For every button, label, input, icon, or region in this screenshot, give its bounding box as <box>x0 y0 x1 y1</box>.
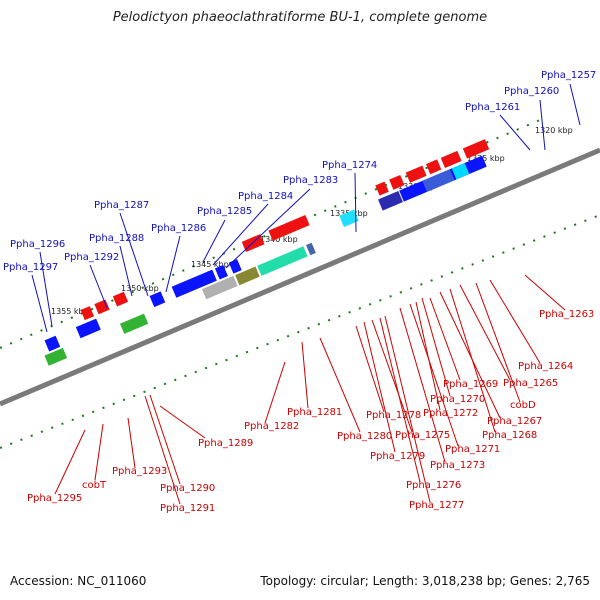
gene-feature[interactable] <box>80 306 95 321</box>
scale-label: 1325 kbp <box>467 154 505 163</box>
gene-feature[interactable] <box>94 299 110 315</box>
gene-feature[interactable] <box>149 291 166 308</box>
gene-label[interactable]: Ppha_1289 <box>198 438 253 449</box>
gene-label[interactable]: Ppha_1295 <box>27 493 82 504</box>
gene-label[interactable]: Ppha_1264 <box>518 361 573 372</box>
gene-feature[interactable] <box>44 335 61 352</box>
gene-label[interactable]: Ppha_1290 <box>160 483 215 494</box>
gene-label[interactable]: Ppha_1272 <box>423 408 478 419</box>
gene-label[interactable]: Ppha_1291 <box>160 503 215 514</box>
gene-label[interactable]: Ppha_1275 <box>395 430 450 441</box>
gene-label[interactable]: Ppha_1283 <box>283 175 338 186</box>
gene-label[interactable]: Ppha_1285 <box>197 206 252 217</box>
gene-label[interactable]: Ppha_1280 <box>337 431 392 442</box>
gene-label[interactable]: Ppha_1271 <box>445 444 500 455</box>
gene-feature[interactable] <box>405 165 427 183</box>
gene-feature[interactable] <box>389 174 405 190</box>
gene-label[interactable]: Ppha_1274 <box>322 160 377 171</box>
reverse-genes-track <box>44 139 490 366</box>
gene-feature[interactable] <box>44 347 68 366</box>
gene-label[interactable]: Ppha_1276 <box>406 480 461 491</box>
gene-label[interactable]: Ppha_1267 <box>487 416 542 427</box>
gene-feature[interactable] <box>451 162 470 180</box>
gene-feature[interactable] <box>268 215 310 241</box>
leader-lines <box>31 83 581 505</box>
gene-label[interactable]: Ppha_1296 <box>10 239 65 250</box>
gene-feature[interactable] <box>201 275 238 300</box>
gene-feature[interactable] <box>378 190 403 211</box>
gene-feature[interactable] <box>214 264 228 280</box>
gene-label[interactable]: Ppha_1261 <box>465 102 520 113</box>
gene-label[interactable]: Ppha_1277 <box>409 500 464 511</box>
gene-feature[interactable] <box>235 266 260 286</box>
gene-label[interactable]: Ppha_1287 <box>94 200 149 211</box>
gene-feature[interactable] <box>422 169 455 192</box>
gene-label[interactable]: Ppha_1279 <box>370 451 425 462</box>
scale-label: 1355 kbp <box>51 307 89 316</box>
gene-feature[interactable] <box>462 139 490 159</box>
gene-label[interactable]: Ppha_1273 <box>430 460 485 471</box>
genome-stats-text: Topology: circular; Length: 3,018,238 bp… <box>260 574 590 588</box>
scale-label: 1350 kbp <box>121 284 159 293</box>
gene-feature[interactable] <box>75 318 101 339</box>
map-title: Pelodictyon phaeoclathratiforme BU-1, co… <box>112 10 488 25</box>
bottom-gene-labels: Ppha_1263 Ppha_1264 Ppha_1265 cobD Ppha_… <box>27 309 594 514</box>
gene-feature[interactable] <box>112 291 129 307</box>
gene-label[interactable]: Ppha_1281 <box>287 407 342 418</box>
scale-label: 1320 kbp <box>535 126 573 135</box>
gene-feature[interactable] <box>440 150 462 168</box>
genome-backbone <box>0 147 600 407</box>
gene-label[interactable]: Ppha_1269 <box>443 379 498 390</box>
accession-text: Accession: NC_011060 <box>10 574 147 588</box>
scale-label: 1345 kbp <box>191 260 229 269</box>
gene-label[interactable]: Ppha_1260 <box>504 86 559 97</box>
gene-label[interactable]: Ppha_1293 <box>112 466 167 477</box>
gene-feature[interactable] <box>425 159 442 175</box>
gene-feature[interactable] <box>257 246 308 276</box>
forward-genes-track <box>44 155 487 352</box>
gene-label[interactable]: Ppha_1263 <box>539 309 594 320</box>
gene-label[interactable]: Ppha_1297 <box>3 262 58 273</box>
gene-label[interactable]: Ppha_1282 <box>244 421 299 432</box>
gene-label[interactable]: Ppha_1292 <box>64 252 119 263</box>
gene-label[interactable]: cobD <box>510 400 536 411</box>
gene-feature[interactable] <box>171 269 217 298</box>
gene-label[interactable]: Ppha_1265 <box>503 378 558 389</box>
gene-label[interactable]: Ppha_1257 <box>541 70 596 81</box>
gene-feature[interactable] <box>375 181 389 196</box>
gene-feature[interactable] <box>339 209 359 227</box>
gene-label[interactable]: Ppha_1278 <box>366 410 421 421</box>
top-gene-labels: Ppha_1257 Ppha_1260 Ppha_1261 Ppha_1274 … <box>3 70 596 273</box>
gene-feature[interactable] <box>119 313 149 334</box>
gene-feature[interactable] <box>228 259 242 274</box>
scale-label: 1340 kbp <box>260 235 298 244</box>
gene-label[interactable]: cobT <box>82 480 107 491</box>
gene-label[interactable]: Ppha_1270 <box>430 394 485 405</box>
gene-label[interactable]: Ppha_1284 <box>238 191 293 202</box>
gene-label[interactable]: Ppha_1288 <box>89 233 144 244</box>
gene-label[interactable]: Ppha_1268 <box>482 430 537 441</box>
gene-label[interactable]: Ppha_1286 <box>151 223 206 234</box>
gene-feature[interactable] <box>306 242 316 256</box>
